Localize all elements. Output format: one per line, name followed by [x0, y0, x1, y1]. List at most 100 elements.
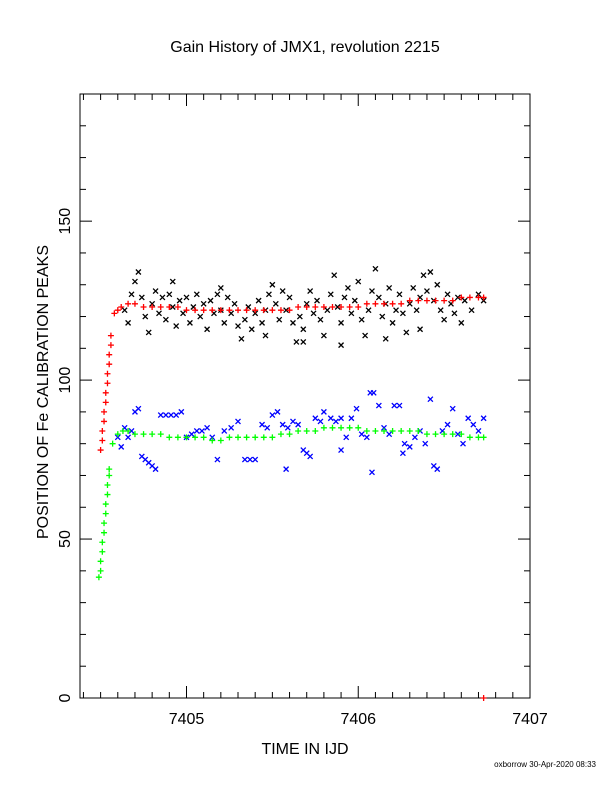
data-point [274, 408, 281, 415]
data-point [372, 427, 379, 434]
data-point [121, 307, 128, 314]
data-point [221, 319, 228, 326]
data-point [149, 300, 156, 307]
data-point [389, 300, 396, 307]
data-point [104, 380, 111, 387]
data-point [109, 440, 116, 447]
data-point [262, 332, 269, 339]
data-point [365, 307, 372, 314]
data-point [458, 294, 465, 301]
data-point [106, 361, 113, 368]
data-point [295, 427, 302, 434]
data-point [475, 428, 482, 434]
data-point [101, 408, 108, 415]
data-point [125, 300, 132, 307]
data-point [259, 421, 266, 428]
data-point [104, 491, 111, 498]
data-point [111, 310, 118, 317]
data-point [217, 307, 224, 314]
data-point [355, 424, 362, 431]
data-point [454, 294, 461, 301]
data-point [480, 297, 487, 304]
data-point [198, 428, 205, 434]
data-point [312, 427, 319, 434]
data-point [97, 567, 104, 574]
data-point [138, 294, 145, 301]
data-point [128, 428, 135, 434]
data-point [204, 424, 211, 431]
data-point [157, 431, 164, 438]
data-point [327, 415, 334, 422]
data-point [260, 434, 267, 441]
data-point [399, 450, 406, 457]
data-point [193, 291, 200, 298]
data-point [343, 434, 350, 441]
data-point [140, 303, 147, 310]
data-point [101, 529, 108, 536]
data-point [386, 431, 393, 438]
data-point [142, 313, 149, 320]
data-point [432, 431, 439, 438]
data-point [475, 291, 482, 298]
data-point [454, 431, 461, 438]
data-point [295, 303, 302, 310]
x-tick-label: 7406 [340, 711, 376, 728]
data-point [427, 396, 434, 403]
data-point [293, 338, 300, 345]
data-point [441, 431, 448, 438]
data-point [355, 278, 362, 285]
data-point [362, 332, 369, 339]
data-point [406, 427, 413, 434]
data-point [243, 434, 250, 441]
data-point [260, 307, 267, 314]
series-group [97, 294, 487, 701]
data-point [460, 440, 466, 447]
data-point [475, 434, 482, 441]
data-point [355, 303, 362, 310]
data-point [279, 421, 286, 428]
data-point [104, 370, 111, 377]
data-point [286, 431, 293, 438]
data-point [188, 431, 195, 438]
data-point [403, 329, 410, 336]
data-point [125, 427, 132, 434]
data-point [422, 440, 429, 447]
data-point [312, 303, 319, 310]
data-point [176, 297, 183, 304]
data-point [277, 307, 284, 314]
data-point [243, 307, 250, 314]
data-point [410, 284, 417, 291]
data-point [382, 335, 389, 342]
axes: 7405 7406 7407 0 50 100 150 [57, 93, 548, 728]
data-point [396, 291, 403, 298]
data-point [102, 501, 109, 508]
data-point [449, 297, 456, 304]
data-point [461, 297, 468, 304]
data-point [192, 434, 199, 441]
data-point [369, 469, 375, 476]
data-point [458, 431, 465, 438]
data-point [480, 415, 487, 422]
data-point [393, 307, 399, 314]
data-point [320, 303, 327, 310]
data-point [102, 510, 109, 517]
data-point [119, 427, 126, 434]
data-point [437, 307, 444, 314]
y-axis-label: POSITION OF Fe CALIBRATION PEAKS [35, 245, 52, 539]
data-point [320, 424, 327, 431]
data-point [466, 294, 473, 301]
data-point [290, 319, 296, 326]
data-point [358, 316, 365, 323]
data-point [279, 288, 286, 295]
data-point [427, 269, 434, 275]
data-point [269, 281, 276, 288]
data-point [351, 297, 358, 304]
data-point [332, 418, 339, 425]
data-point [286, 307, 293, 314]
data-point [363, 434, 370, 441]
data-point [331, 272, 338, 279]
data-point [207, 297, 214, 304]
data-point [381, 300, 388, 307]
data-point [411, 434, 418, 441]
